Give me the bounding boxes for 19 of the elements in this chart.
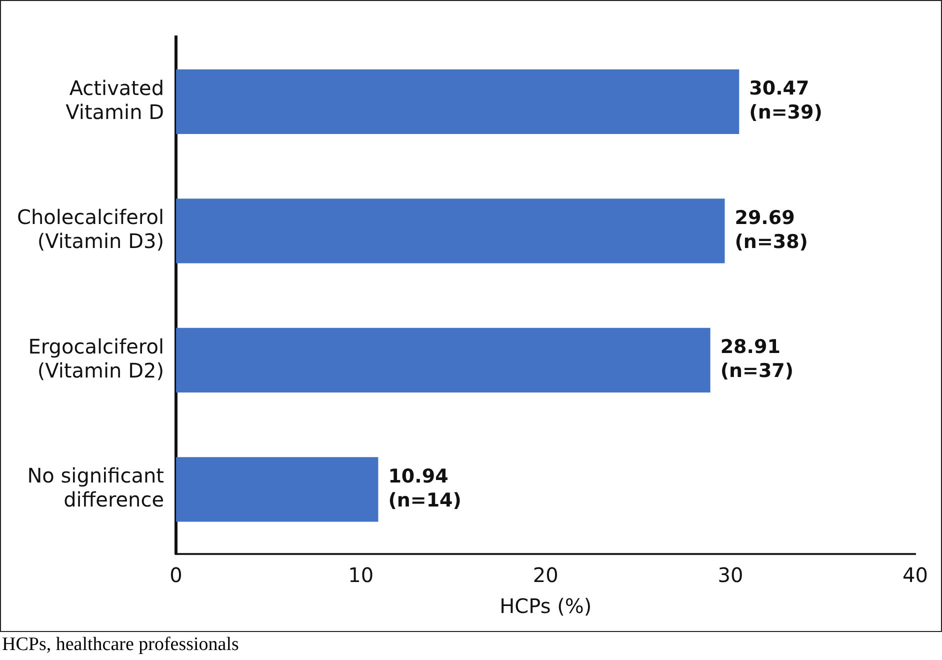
x-tick-label: 20 (532, 563, 558, 588)
data-label: 30.47 (n=39) (749, 78, 822, 124)
data-label: 29.69 (n=38) (734, 206, 808, 253)
data-label: 28.91 (n=37) (720, 336, 794, 382)
bar (176, 457, 378, 522)
x-axis-title: HCPs (%) (500, 594, 592, 618)
x-tick-label: 40 (902, 563, 928, 588)
data-label: 10.94 (n=14) (388, 465, 462, 512)
bar (176, 69, 740, 134)
y-tick-label: Cholecalciferol (Vitamin D3) (16, 205, 164, 254)
x-tick-label: 10 (348, 563, 374, 588)
bar (176, 328, 710, 392)
x-tick-label: 30 (718, 563, 744, 588)
x-tick-label: 0 (170, 563, 182, 588)
bar (176, 198, 725, 264)
text: HCPs, healthcare professionals (2, 634, 239, 656)
y-tick-label: No significant difference (27, 464, 164, 512)
y-tick-label: Ergocalciferol (Vitamin D2) (28, 334, 164, 382)
y-tick-label: Activated Vitamin D (66, 76, 164, 124)
